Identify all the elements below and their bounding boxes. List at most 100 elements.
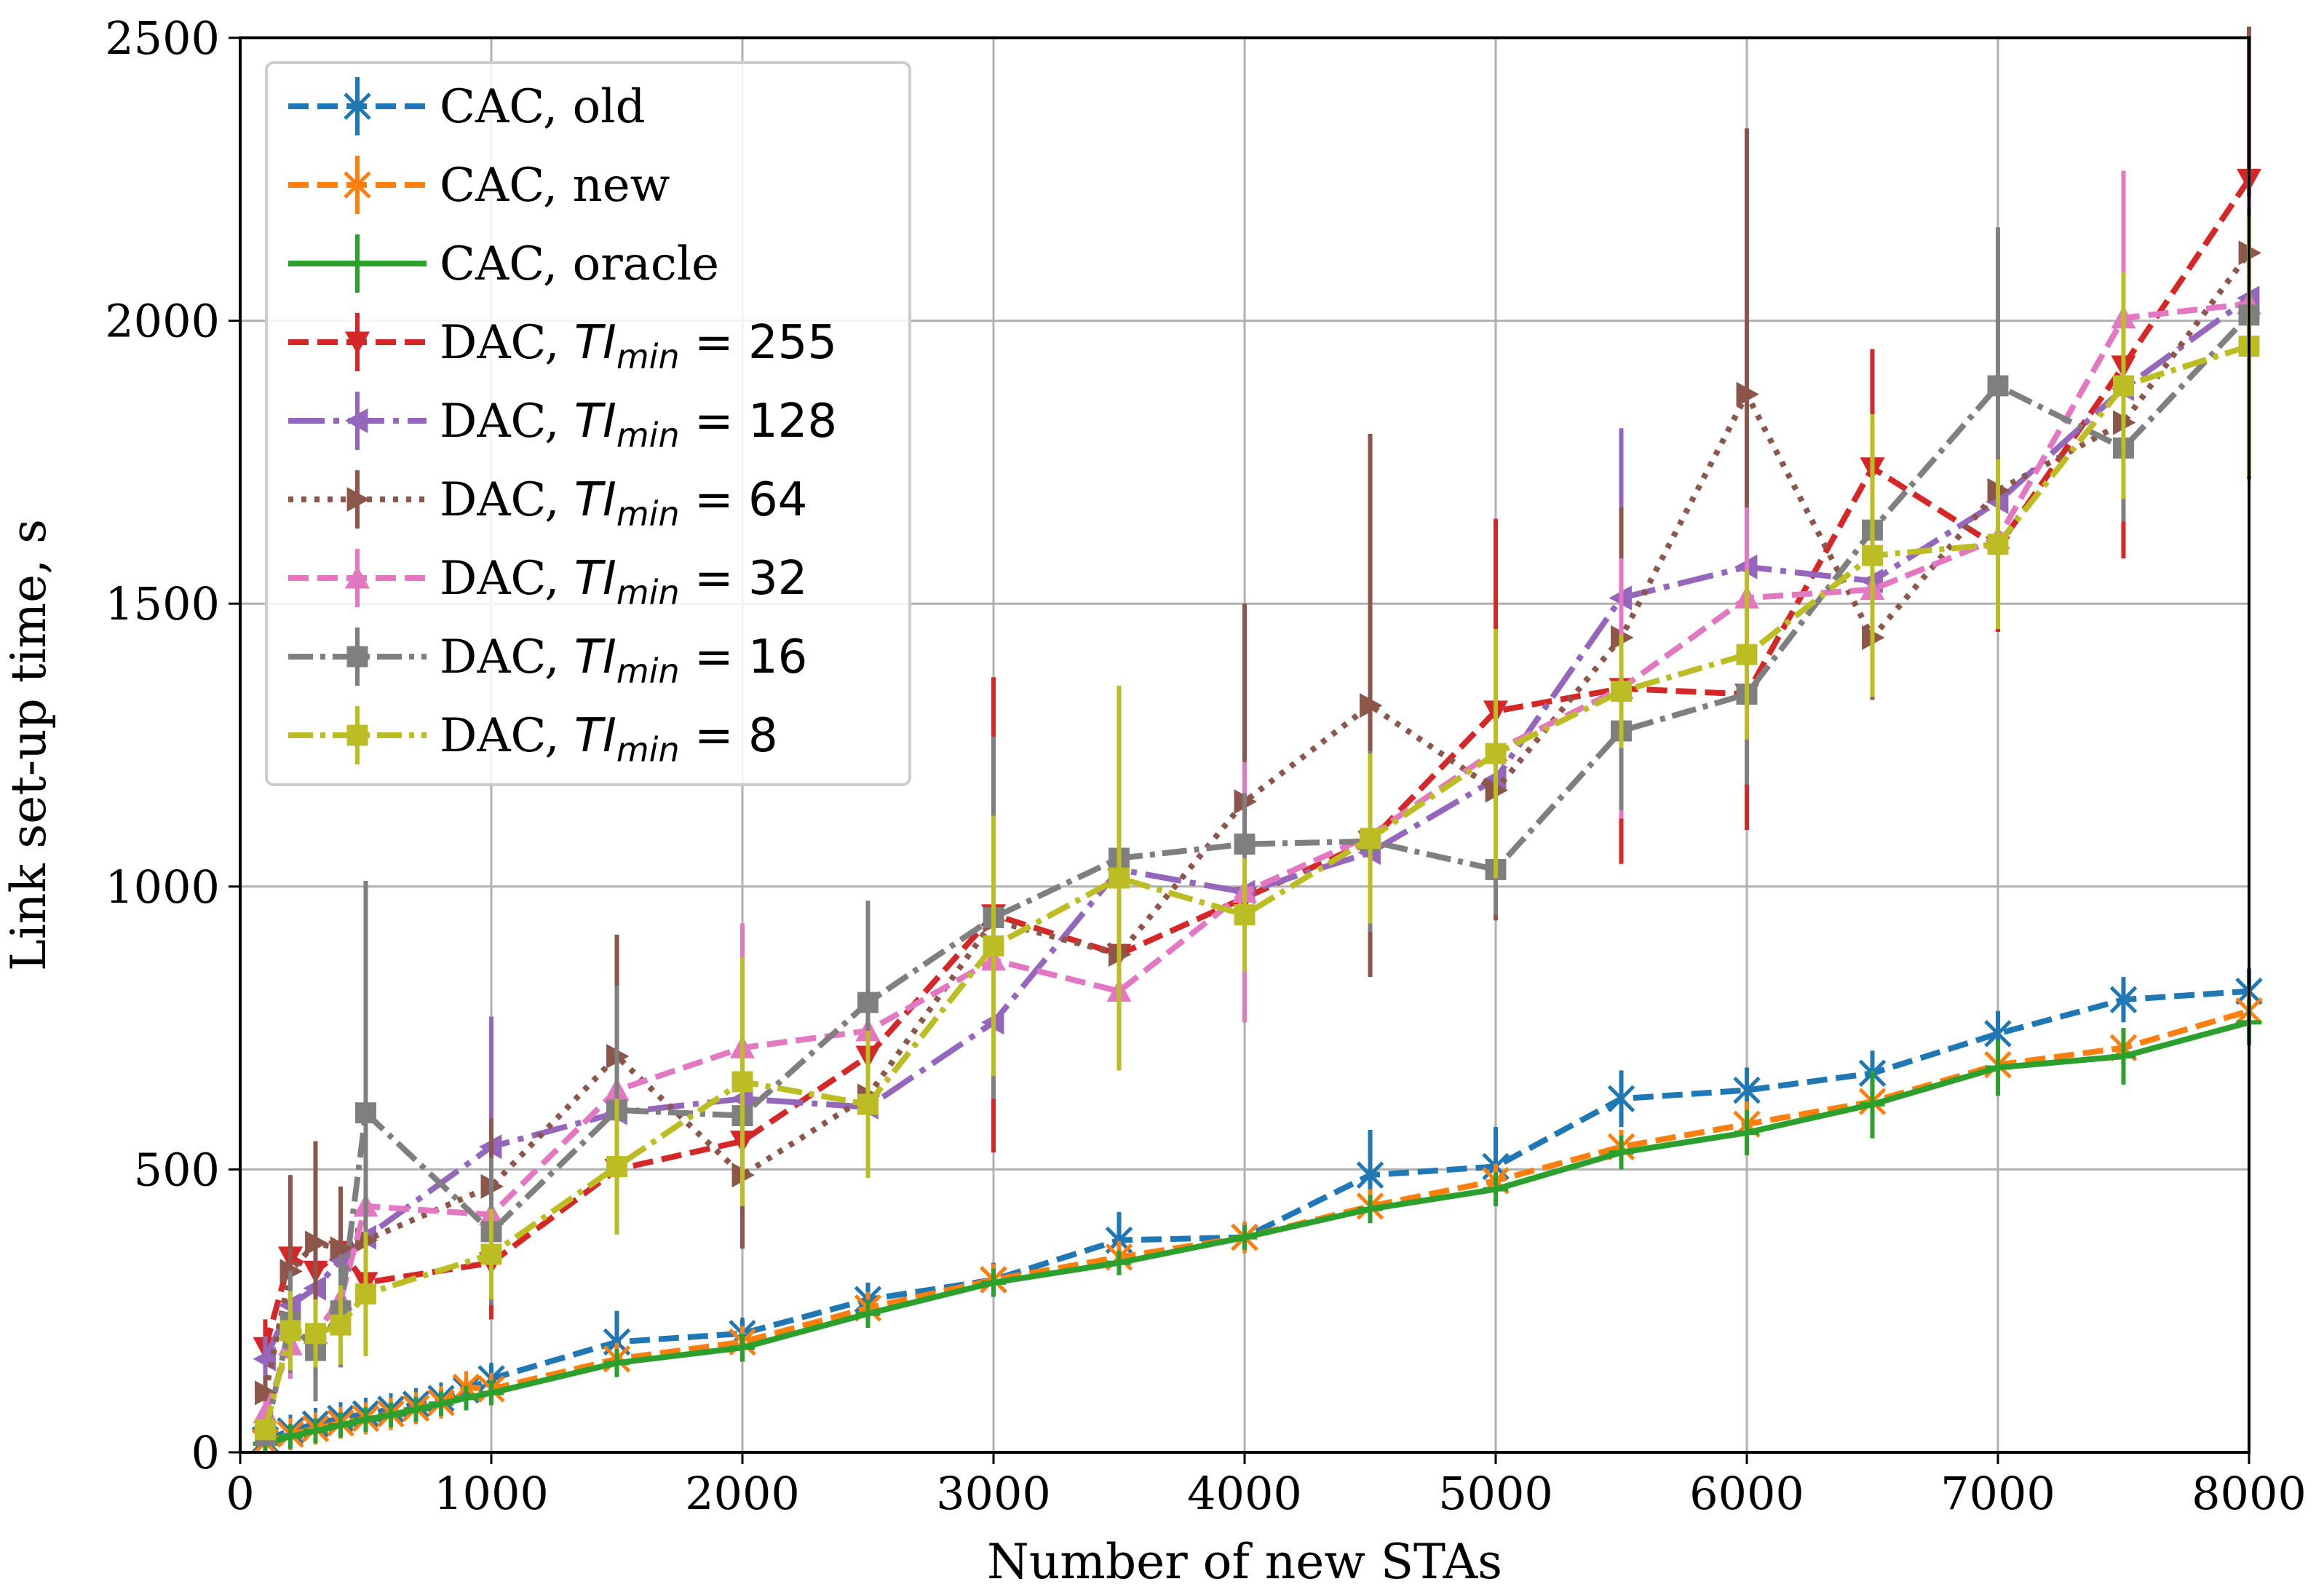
data-point: [453, 1385, 479, 1411]
data-point: [345, 331, 370, 355]
data-point: [1234, 904, 1256, 926]
data-point: [731, 1071, 753, 1093]
data-point: [479, 1380, 504, 1406]
data-point: [328, 1412, 353, 1438]
x-tick-label: 8000: [2192, 1467, 2307, 1520]
x-tick-label: 1000: [434, 1467, 549, 1520]
legend-item: DAC, TImin = 8: [288, 706, 778, 769]
x-tick-label: 7000: [1940, 1467, 2055, 1520]
x-tick-label: 2000: [685, 1467, 800, 1520]
legend-box: [265, 61, 911, 786]
y-axis-label: Link set-up time, s: [1, 519, 57, 971]
data-point: [255, 1419, 276, 1441]
x-tick-label: 4000: [1187, 1467, 1302, 1520]
data-point: [255, 1380, 278, 1406]
data-point: [1483, 1176, 1508, 1202]
series-2: [253, 1000, 2261, 1452]
data-point: [345, 251, 370, 276]
y-tick-label: 1500: [105, 577, 220, 630]
data-point: [981, 1270, 1006, 1295]
legend-label: CAC, oracle: [440, 237, 719, 291]
x-tick-label: 6000: [1689, 1467, 1804, 1520]
legend-item: DAC, TImin = 128: [288, 392, 837, 455]
data-point: [1357, 1196, 1383, 1222]
data-point: [429, 1391, 453, 1417]
legend-label: DAC, TImin = 128: [440, 395, 837, 455]
data-point: [1607, 1083, 1635, 1115]
data-point: [1734, 1120, 1759, 1145]
legend-label: CAC, old: [440, 80, 646, 134]
data-point: [857, 1093, 879, 1115]
data-point: [345, 408, 368, 433]
data-point: [403, 1396, 429, 1422]
data-point: [355, 1102, 376, 1124]
data-point: [303, 1418, 328, 1444]
data-point: [330, 1314, 352, 1336]
legend-item: DAC, TImin = 16: [288, 628, 807, 691]
data-point: [730, 1335, 755, 1361]
legend-label: DAC, TImin = 8: [440, 709, 778, 769]
data-point: [1234, 834, 1256, 855]
data-point: [1356, 1159, 1384, 1192]
legend-item: CAC, oracle: [288, 234, 719, 293]
y-tick-label: 2500: [105, 12, 220, 65]
series-line: [262, 313, 2251, 1436]
data-point: [2109, 983, 2138, 1016]
data-point: [1736, 644, 1758, 665]
data-point: [1485, 743, 1507, 764]
data-point: [1360, 828, 1381, 850]
data-point: [1109, 867, 1130, 889]
legend-item: CAC, new: [288, 156, 670, 214]
data-point: [1987, 534, 2009, 555]
data-point: [330, 1236, 353, 1262]
axis-ticks: 0 1000 2000 3000 4000 5000 6000 7000 8000 0 500 100…: [105, 12, 2307, 1520]
data-point: [1862, 545, 1883, 566]
data-point: [378, 1402, 403, 1428]
data-point: [344, 168, 371, 202]
legend-item: DAC, TImin = 64: [288, 470, 807, 534]
data-point: [2111, 1043, 2136, 1069]
plot-area: [251, 26, 2263, 1452]
data-point: [278, 1424, 303, 1449]
data-point: [355, 1283, 376, 1305]
y-tick-label: 0: [191, 1426, 220, 1479]
x-tick-label: 3000: [936, 1467, 1051, 1520]
data-point: [346, 646, 368, 668]
data-point: [1611, 681, 1632, 702]
legend-label: DAC, TImin = 32: [440, 552, 807, 612]
legend-label: DAC, TImin = 255: [440, 316, 837, 376]
data-point: [1733, 1074, 1761, 1107]
legend-label: DAC, TImin = 64: [440, 473, 807, 534]
y-tick-label: 2000: [105, 295, 220, 348]
legend-item: DAC, TImin = 32: [288, 549, 807, 612]
y-tick-label: 500: [134, 1143, 220, 1196]
data-point: [1232, 1224, 1257, 1250]
legend-label: CAC, new: [440, 159, 670, 213]
legend: CAC, old CAC, new CAC, oracle DAC, TImin = …: [265, 61, 911, 786]
data-point: [279, 1320, 301, 1342]
data-point: [604, 1350, 630, 1376]
data-point: [1986, 1055, 2010, 1080]
data-point: [1106, 1250, 1132, 1275]
data-point: [480, 1243, 502, 1265]
data-point: [857, 992, 879, 1013]
legend-item: DAC, TImin = 255: [288, 313, 837, 376]
data-point: [1360, 693, 1383, 719]
data-point: [1860, 1092, 1885, 1117]
data-point: [353, 1406, 378, 1432]
data-point: [344, 90, 371, 123]
x-tick-label: 0: [226, 1467, 254, 1520]
data-point: [346, 487, 370, 512]
data-point: [1987, 375, 2009, 397]
data-point: [305, 1230, 328, 1256]
data-point: [2113, 375, 2134, 397]
legend-item: CAC, old: [288, 77, 646, 135]
data-point: [305, 1323, 326, 1345]
data-point: [606, 1156, 627, 1177]
data-point: [346, 724, 368, 746]
data-point: [855, 1301, 881, 1326]
data-point: [983, 935, 1004, 957]
data-point: [345, 566, 370, 589]
y-tick-label: 1000: [105, 860, 220, 914]
